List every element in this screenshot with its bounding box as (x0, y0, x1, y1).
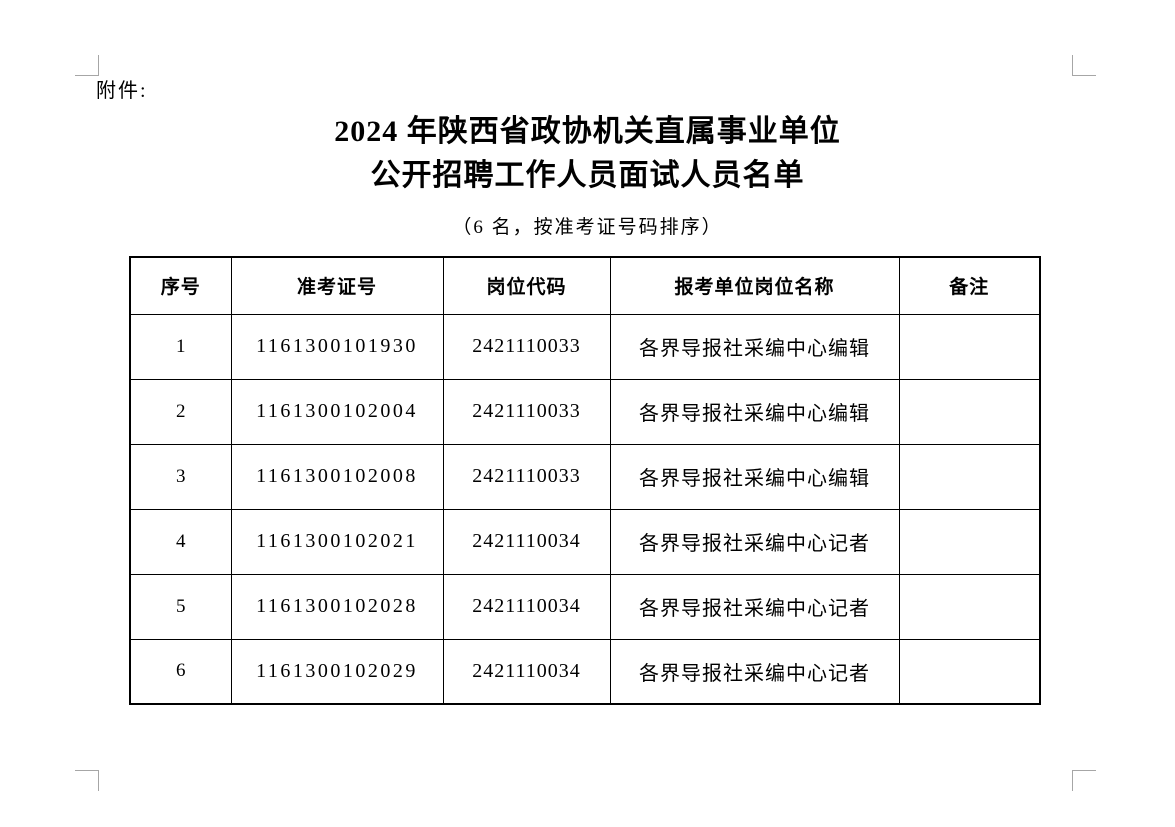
table-row: 2 1161300102004 2421110033 各界导报社采编中心编辑 (129, 378, 1041, 445)
ticket-number-cell: 1161300102028 (230, 573, 444, 640)
serial-cell: 2 (129, 378, 232, 445)
ticket-number-cell: 1161300101930 (230, 313, 444, 380)
interview-candidates-table: 序号 准考证号 岗位代码 报考单位岗位名称 备注 1 1161300101930… (129, 256, 1041, 705)
serial-cell: 6 (129, 638, 232, 705)
text-boundary-mark-top-left (75, 55, 99, 76)
position-name-cell: 各界导报社采编中心记者 (609, 508, 900, 575)
position-name-cell: 各界导报社采编中心编辑 (609, 378, 900, 445)
document-title-line2: 公开招聘工作人员面试人员名单 (370, 159, 805, 192)
serial-cell: 1 (129, 313, 232, 380)
table-header-row: 序号 准考证号 岗位代码 报考单位岗位名称 备注 (129, 256, 1041, 315)
position-code-cell: 2421110034 (442, 573, 611, 640)
ticket-number-cell: 1161300102008 (230, 443, 444, 510)
serial-cell: 5 (129, 573, 232, 640)
table-row: 6 1161300102029 2421110034 各界导报社采编中心记者 (129, 638, 1041, 705)
serial-cell: 3 (129, 443, 232, 510)
remarks-cell (898, 638, 1041, 705)
text-boundary-mark-bottom-left (75, 770, 99, 791)
ticket-number-cell: 1161300102021 (230, 508, 444, 575)
header-cell-ticket-number: 准考证号 (230, 256, 444, 315)
header-cell-serial: 序号 (129, 256, 232, 315)
ticket-number-cell: 1161300102004 (230, 378, 444, 445)
position-code-cell: 2421110033 (442, 443, 611, 510)
position-code-cell: 2421110034 (442, 638, 611, 705)
text-boundary-mark-top-right (1072, 55, 1096, 76)
document-subtitle: （6 名，按准考证号码排序） (452, 217, 723, 238)
header-cell-remarks: 备注 (898, 256, 1041, 315)
document-title-line1: 2024 年陕西省政协机关直属事业单位 (334, 115, 841, 148)
document-title: 2024 年陕西省政协机关直属事业单位 公开招聘工作人员面试人员名单 (0, 110, 1175, 198)
position-name-cell: 各界导报社采编中心编辑 (609, 443, 900, 510)
remarks-cell (898, 443, 1041, 510)
text-boundary-mark-bottom-right (1072, 770, 1096, 791)
header-cell-position-name: 报考单位岗位名称 (609, 256, 900, 315)
remarks-cell (898, 573, 1041, 640)
table-row: 3 1161300102008 2421110033 各界导报社采编中心编辑 (129, 443, 1041, 510)
table-row: 4 1161300102021 2421110034 各界导报社采编中心记者 (129, 508, 1041, 575)
header-cell-position-code: 岗位代码 (442, 256, 611, 315)
remarks-cell (898, 313, 1041, 380)
serial-cell: 4 (129, 508, 232, 575)
table-row: 5 1161300102028 2421110034 各界导报社采编中心记者 (129, 573, 1041, 640)
position-code-cell: 2421110033 (442, 313, 611, 380)
position-code-cell: 2421110034 (442, 508, 611, 575)
position-name-cell: 各界导报社采编中心编辑 (609, 313, 900, 380)
table-row: 1 1161300101930 2421110033 各界导报社采编中心编辑 (129, 313, 1041, 380)
attachment-label: 附件: (96, 80, 148, 102)
remarks-cell (898, 378, 1041, 445)
ticket-number-cell: 1161300102029 (230, 638, 444, 705)
position-name-cell: 各界导报社采编中心记者 (609, 573, 900, 640)
position-name-cell: 各界导报社采编中心记者 (609, 638, 900, 705)
remarks-cell (898, 508, 1041, 575)
position-code-cell: 2421110033 (442, 378, 611, 445)
